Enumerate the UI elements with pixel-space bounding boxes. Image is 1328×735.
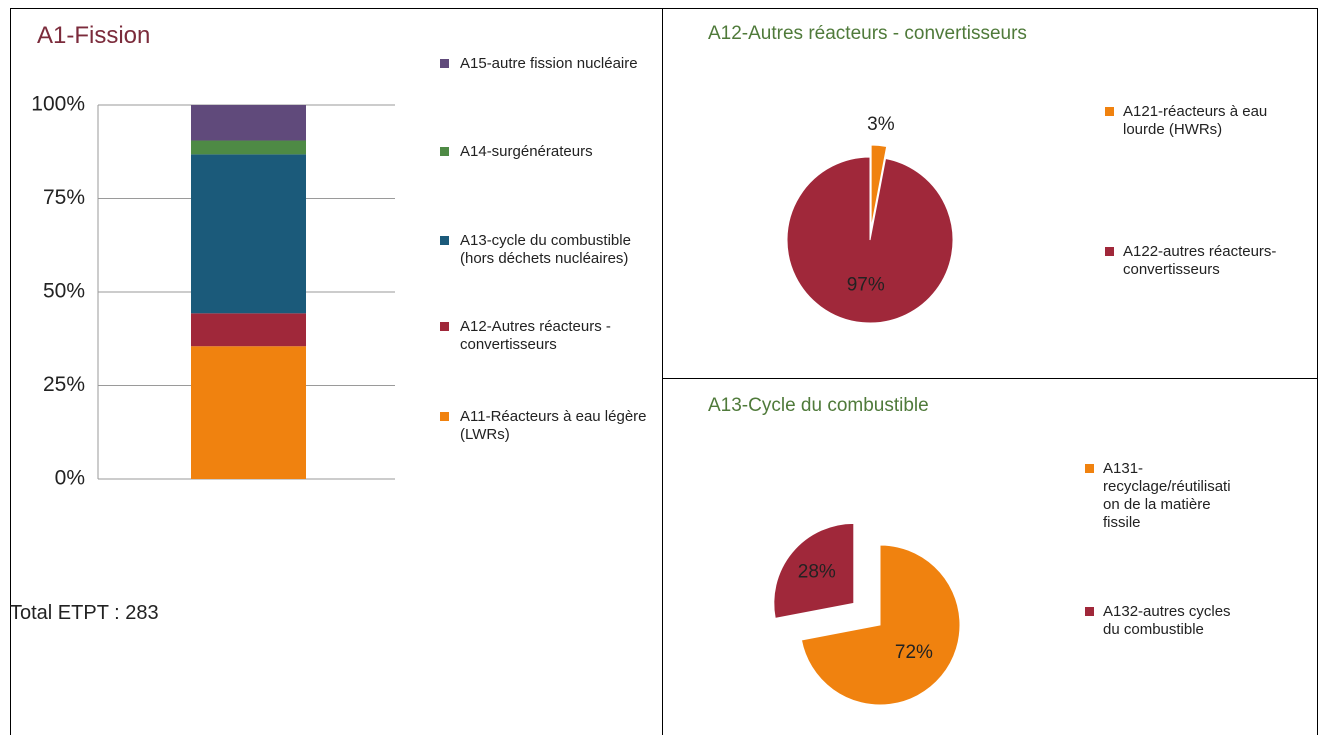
- data-label: 3%: [867, 114, 895, 135]
- bar-segment: [191, 313, 306, 347]
- y-tick-label: 0%: [55, 467, 85, 490]
- bar-segment: [191, 105, 306, 141]
- legend-label: A11-Réacteurs à eau légère (LWRs): [460, 408, 647, 443]
- annotation: Total ETPT : 283: [10, 602, 159, 624]
- legend-label: A14-surgénérateurs: [460, 143, 593, 160]
- legend-swatch: [1105, 107, 1114, 116]
- chart-title: A12-Autres réacteurs - convertisseurs: [708, 22, 1027, 44]
- data-label: 97%: [847, 274, 885, 295]
- legend-swatch: [1105, 247, 1114, 256]
- y-tick-label: 50%: [43, 280, 85, 303]
- panel: [10, 8, 663, 735]
- y-tick-label: 25%: [43, 373, 85, 396]
- legend-swatch: [1085, 464, 1094, 473]
- legend-label: A121-réacteurs à eau lourde (HWRs): [1123, 103, 1268, 138]
- y-tick-label: 75%: [43, 186, 85, 209]
- y-tick-label: 100%: [31, 93, 85, 116]
- legend-label: A122-autres réacteurs-convertisseurs: [1123, 243, 1277, 278]
- chart-title: A1-Fission: [37, 21, 151, 49]
- legend-swatch: [1085, 607, 1094, 616]
- panel: [662, 8, 1318, 379]
- bar-segment: [191, 140, 306, 155]
- pie-slice: [786, 156, 954, 324]
- legend-swatch: [440, 322, 449, 331]
- legend-label: A132-autres cycles du combustible: [1103, 603, 1231, 638]
- bar-segment: [191, 346, 306, 479]
- chart-title: A13-Cycle du combustible: [708, 394, 929, 416]
- pie-slice: [800, 544, 961, 706]
- panel: [662, 378, 1318, 735]
- legend-swatch: [440, 412, 449, 421]
- legend-swatch: [440, 147, 449, 156]
- data-label: 72%: [895, 642, 933, 663]
- pie-slice: [773, 522, 855, 619]
- legend-label: A12-Autres réacteurs - convertisseurs: [460, 318, 611, 353]
- legend-label: A131-recyclage/réutilisation de la matiè…: [1103, 460, 1231, 531]
- legend-swatch: [440, 236, 449, 245]
- bar-segment: [191, 154, 306, 314]
- data-label: 28%: [798, 562, 836, 583]
- legend-swatch: [440, 59, 449, 68]
- pie-slice: [870, 144, 888, 229]
- legend-label: A15-autre fission nucléaire: [460, 55, 638, 72]
- legend-label: A13-cycle du combustible (hors déchets n…: [460, 232, 631, 267]
